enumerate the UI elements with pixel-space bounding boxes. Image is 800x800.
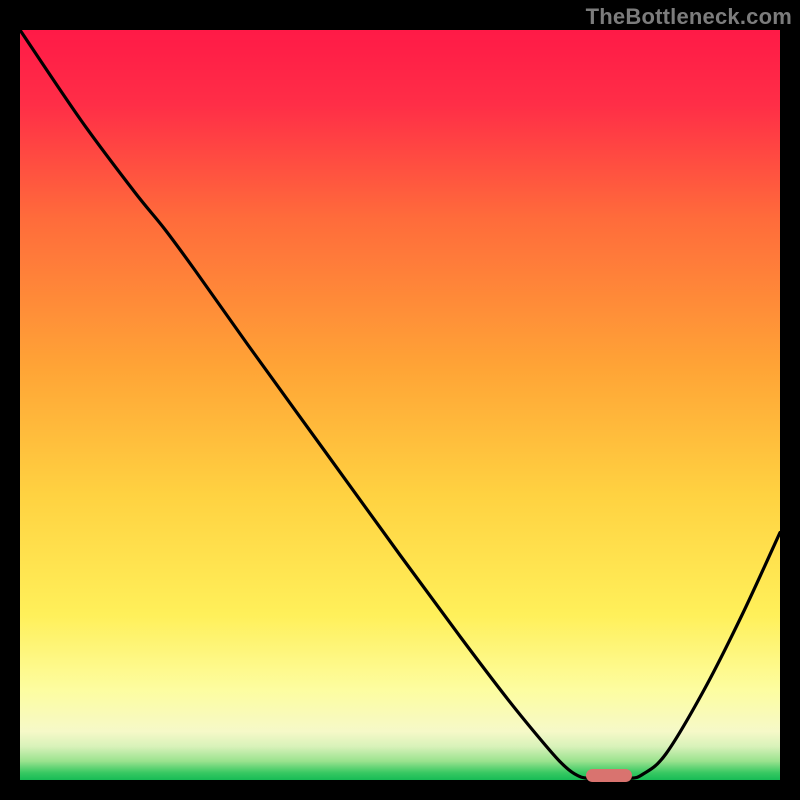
watermark-text: TheBottleneck.com [586, 4, 792, 30]
bottleneck-curve [20, 30, 780, 780]
optimum-marker [586, 769, 632, 783]
chart-frame: TheBottleneck.com [0, 0, 800, 800]
plot-area [20, 30, 780, 780]
